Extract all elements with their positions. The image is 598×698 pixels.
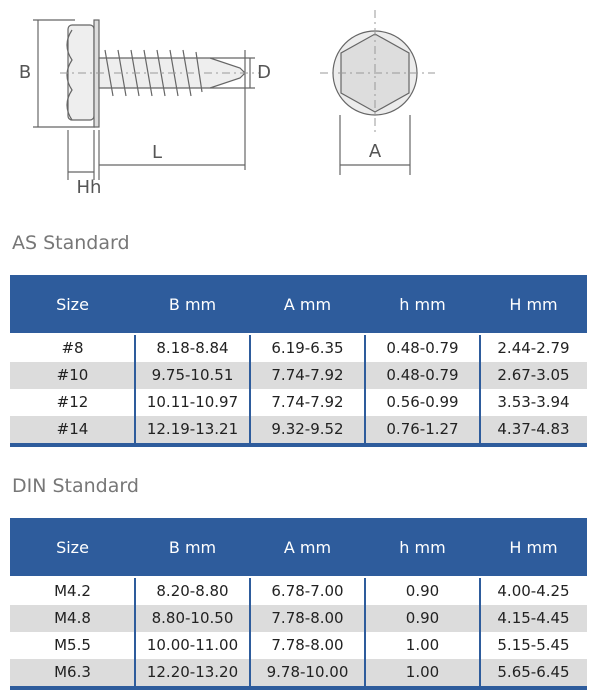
cell: 6.78-7.00	[271, 582, 344, 600]
column-divider	[479, 578, 481, 686]
label-d: D	[257, 62, 271, 83]
header-cell: H mm	[509, 295, 558, 314]
cell: #8	[61, 339, 84, 357]
cell: 10.11-10.97	[146, 393, 239, 411]
cell: 7.78-8.00	[271, 636, 344, 654]
label-a: A	[369, 141, 382, 162]
table-row: #14 12.19-13.21 9.32-9.52 0.76-1.27 4.37-4.8…	[10, 416, 587, 443]
column-divider	[364, 578, 366, 686]
cell: 2.67-3.05	[497, 366, 570, 384]
header-cell: B mm	[168, 538, 217, 557]
cell: 10.00-11.00	[146, 636, 239, 654]
cell: 7.74-7.92	[271, 366, 344, 384]
column-divider	[134, 578, 136, 686]
cell: 8.18-8.84	[156, 339, 229, 357]
label-hh: Hh	[77, 177, 102, 198]
cell: 4.37-4.83	[497, 420, 570, 438]
header-cell: Size	[56, 295, 89, 314]
header-cell: H mm	[509, 538, 558, 557]
cell: #12	[56, 393, 89, 411]
cell: 2.44-2.79	[497, 339, 570, 357]
cell: 1.00	[405, 636, 440, 654]
cell: #14	[56, 420, 89, 438]
cell: 1.00	[405, 663, 440, 681]
cell: 0.48-0.79	[386, 339, 459, 357]
header-cell: A mm	[283, 295, 332, 314]
cell: 7.74-7.92	[271, 393, 344, 411]
table-title: AS Standard	[12, 232, 130, 254]
table-row: M4.2 8.20-8.80 6.78-7.00 0.90 4.00-4.25	[10, 578, 587, 605]
cell: 8.20-8.80	[156, 582, 229, 600]
cell: 9.78-10.00	[266, 663, 349, 681]
label-l: L	[152, 142, 162, 163]
cell: 12.20-13.20	[146, 663, 239, 681]
cell: 4.00-4.25	[497, 582, 570, 600]
column-divider	[479, 335, 481, 443]
column-divider	[249, 335, 251, 443]
table-bottom-border	[10, 443, 587, 447]
cell: 3.53-3.94	[497, 393, 570, 411]
cell: 0.56-0.99	[386, 393, 459, 411]
cell: 5.65-6.45	[497, 663, 570, 681]
column-divider	[249, 578, 251, 686]
table-header: Size B mm A mm h mm H mm	[10, 275, 587, 333]
header-cell: h mm	[399, 538, 446, 557]
cell: M4.2	[54, 582, 91, 600]
cell: M6.3	[54, 663, 91, 681]
cell: 0.90	[405, 582, 440, 600]
table-row: #12 10.11-10.97 7.74-7.92 0.56-0.99 3.53-3.9…	[10, 389, 587, 416]
column-divider	[364, 335, 366, 443]
header-cell: h mm	[399, 295, 446, 314]
cell: 12.19-13.21	[146, 420, 239, 438]
header-cell: B mm	[168, 295, 217, 314]
cell: 9.32-9.52	[271, 420, 344, 438]
cell: M4.8	[54, 609, 91, 627]
table-bottom-border	[10, 686, 587, 690]
cell: 0.48-0.79	[386, 366, 459, 384]
header-cell: Size	[56, 538, 89, 557]
cell: 4.15-4.45	[497, 609, 570, 627]
table-header: Size B mm A mm h mm H mm	[10, 518, 587, 576]
cell: 7.78-8.00	[271, 609, 344, 627]
table-row: #10 9.75-10.51 7.74-7.92 0.48-0.79 2.67-3.05	[10, 362, 587, 389]
column-divider	[134, 335, 136, 443]
cell: 5.15-5.45	[497, 636, 570, 654]
cell: 0.76-1.27	[386, 420, 459, 438]
diagram: B D L Hh A	[19, 10, 435, 198]
table-title: DIN Standard	[12, 475, 139, 497]
table-row: M4.8 8.80-10.50 7.78-8.00 0.90 4.15-4.45	[10, 605, 587, 632]
cell: M5.5	[54, 636, 91, 654]
cell: 9.75-10.51	[151, 366, 234, 384]
table-row: M6.3 12.20-13.20 9.78-10.00 1.00 5.65-6.45	[10, 659, 587, 686]
cell: 6.19-6.35	[271, 339, 344, 357]
table-row: #8 8.18-8.84 6.19-6.35 0.48-0.79 2.44-2.79	[10, 335, 587, 362]
header-cell: A mm	[283, 538, 332, 557]
cell: 0.90	[405, 609, 440, 627]
table-row: M5.5 10.00-11.00 7.78-8.00 1.00 5.15-5.45	[10, 632, 587, 659]
cell: 8.80-10.50	[151, 609, 234, 627]
label-b: B	[19, 62, 31, 83]
cell: #10	[56, 366, 89, 384]
